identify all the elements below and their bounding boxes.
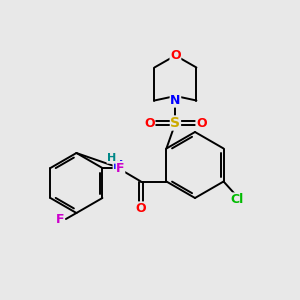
Text: N: N	[170, 94, 181, 107]
Text: S: S	[170, 116, 180, 130]
Text: F: F	[56, 212, 64, 226]
Text: O: O	[196, 116, 207, 130]
Text: O: O	[136, 202, 146, 215]
Text: F: F	[116, 161, 125, 175]
Text: N: N	[113, 158, 124, 172]
Text: O: O	[170, 49, 181, 62]
Text: Cl: Cl	[230, 193, 244, 206]
Text: O: O	[144, 116, 154, 130]
Text: H: H	[107, 153, 116, 163]
